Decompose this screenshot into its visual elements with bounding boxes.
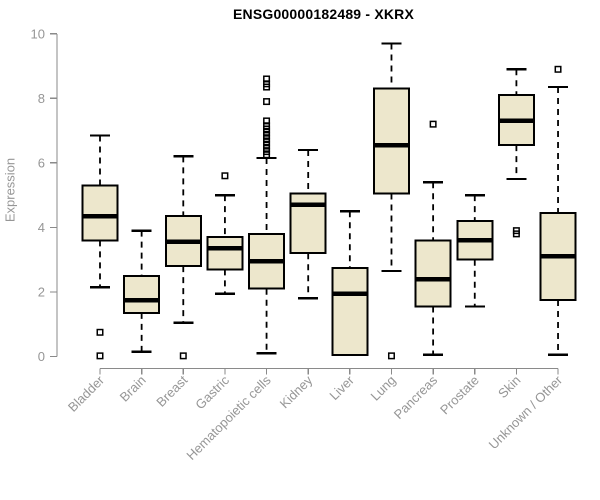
outlier-point (554, 65, 562, 73)
outlier-point (96, 328, 104, 336)
box-pancreas (414, 239, 452, 308)
x-tick-label: Lung (368, 373, 399, 404)
y-tick-label: 2 (38, 284, 45, 299)
box-liver (331, 266, 369, 356)
x-tick-label: Breast (153, 372, 190, 409)
x-tick-label: Prostate (437, 373, 482, 418)
x-tick-label: Unknown / Other (486, 372, 566, 452)
outlier-point (429, 120, 437, 128)
chart-title: ENSG00000182489 - XKRX (232, 6, 415, 22)
y-tick-label: 8 (38, 91, 45, 106)
x-tick-label: Pancreas (391, 372, 441, 422)
y-tick-label: 6 (38, 155, 45, 170)
outlier-point (387, 352, 395, 360)
box-lung (372, 87, 410, 195)
x-tick-label: Liver (326, 372, 357, 403)
x-tick-label: Brain (117, 373, 149, 405)
x-tick-label: Skin (495, 373, 523, 401)
x-tick-label: Bladder (65, 372, 108, 415)
y-tick-label: 10 (31, 26, 45, 41)
x-tick-label: Kidney (277, 372, 316, 411)
box-gastric (206, 236, 244, 271)
y-tick-label: 0 (38, 349, 45, 364)
box-bladder (81, 184, 119, 242)
outlier-point (221, 172, 229, 180)
outlier-point (263, 117, 271, 125)
outlier-point (512, 227, 520, 235)
y-tick-label: 4 (38, 220, 45, 235)
outlier-point (179, 352, 187, 360)
outlier-point (263, 98, 271, 106)
box-kidney (289, 192, 327, 255)
outlier-point (96, 352, 104, 360)
x-tick-label: Gastric (192, 372, 232, 412)
box-brain (123, 274, 161, 314)
outlier-point (263, 75, 271, 83)
